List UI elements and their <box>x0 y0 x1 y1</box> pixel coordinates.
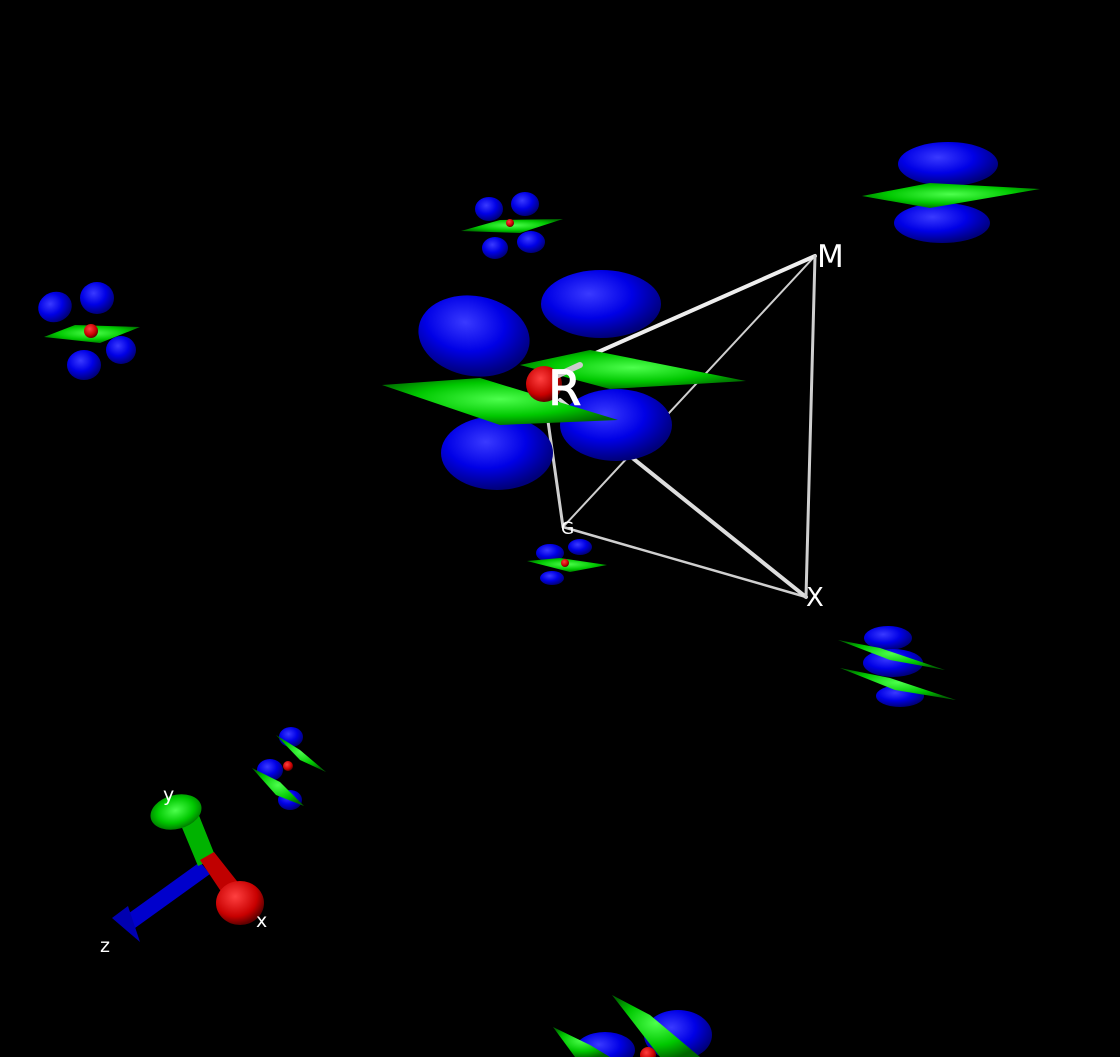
r-stick <box>553 362 583 379</box>
orbital-cluster-central <box>382 270 746 490</box>
label-gamma: G <box>561 519 574 539</box>
orbital-cluster-top-right <box>862 142 1040 243</box>
orbital-cluster-bottom <box>553 995 712 1057</box>
edge-gamma-M <box>562 255 816 528</box>
z-axis-shaft <box>125 862 210 928</box>
orbital-cluster-top-left <box>38 282 140 380</box>
x-axis-cap <box>216 881 264 925</box>
axis-label-y: y <box>163 784 174 806</box>
label-R: R <box>548 361 581 417</box>
orbital-cluster-near-gamma <box>527 539 607 585</box>
axis-label-z: z <box>100 935 110 957</box>
orbital-cluster-right-middle <box>838 626 956 707</box>
label-X: X <box>806 583 824 613</box>
edge-gamma-X <box>561 525 808 599</box>
axis-triad: x y z <box>100 784 267 957</box>
edge-R-M <box>578 254 817 362</box>
orbital-cluster-top-center <box>461 192 563 259</box>
z-axis-arrowhead <box>112 906 140 942</box>
label-M: M <box>817 239 844 275</box>
y-axis-cap <box>150 794 202 830</box>
edge-M-X <box>804 254 817 599</box>
orbital-cluster-lower-left <box>252 727 326 810</box>
axis-label-x: x <box>256 910 267 932</box>
